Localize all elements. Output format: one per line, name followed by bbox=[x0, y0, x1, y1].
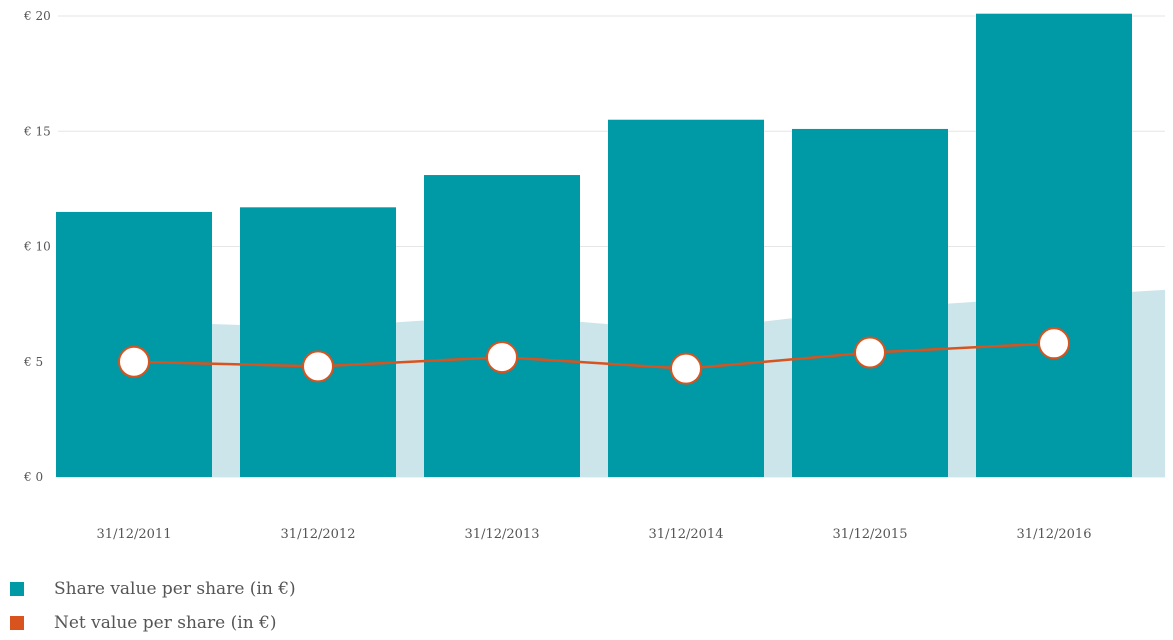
x-tick-label: 31/12/2011 bbox=[97, 527, 172, 542]
net-value-point bbox=[302, 350, 334, 383]
legend: Share value per share (in €) Net value p… bbox=[10, 572, 296, 640]
x-tick-label: 31/12/2016 bbox=[1017, 527, 1092, 542]
net-value-point bbox=[854, 336, 886, 369]
y-tick-label: € 5 bbox=[23, 355, 43, 369]
x-tick-label: 31/12/2012 bbox=[281, 527, 356, 542]
bar-share-value bbox=[240, 207, 396, 477]
bar-share-value bbox=[608, 119, 764, 477]
legend-swatch-net-value bbox=[10, 616, 24, 630]
bar-share-value bbox=[976, 13, 1132, 477]
y-tick-label: € 15 bbox=[23, 124, 51, 138]
bars bbox=[56, 13, 1132, 478]
legend-item-net-value[interactable]: Net value per share (in €) bbox=[10, 606, 296, 640]
legend-item-share-value[interactable]: Share value per share (in €) bbox=[10, 572, 296, 606]
x-tick-label: 31/12/2014 bbox=[649, 527, 724, 542]
net-value-line-path bbox=[133, 342, 1055, 370]
legend-label: Net value per share (in €) bbox=[54, 613, 277, 633]
y-axis-ticks: € 0 € 5 € 10 € 15 € 20 bbox=[23, 9, 51, 484]
bar-share-value bbox=[792, 128, 948, 477]
y-tick-label: € 0 bbox=[23, 470, 43, 484]
net-value-point bbox=[670, 352, 702, 385]
legend-swatch-share-value bbox=[10, 582, 24, 596]
net-value-point bbox=[1038, 327, 1070, 360]
legend-label: Share value per share (in €) bbox=[54, 579, 296, 599]
x-tick-label: 31/12/2015 bbox=[833, 527, 908, 542]
net-value-point bbox=[486, 341, 518, 374]
net-value-point bbox=[118, 345, 150, 378]
bar-share-value bbox=[424, 175, 580, 478]
y-tick-label: € 20 bbox=[23, 9, 51, 23]
x-tick-label: 31/12/2013 bbox=[465, 527, 540, 542]
chart: € 0€ 5€ 10€ 15€ 20 31/12/2011 31/12/2012 3… bbox=[23, 9, 1165, 542]
x-axis-ticks: 31/12/2011 31/12/2012 31/12/2013 31/12/2014… bbox=[97, 527, 1092, 542]
net-value-line bbox=[118, 327, 1070, 385]
bar-share-value bbox=[56, 211, 212, 478]
y-tick-label: € 10 bbox=[23, 240, 51, 254]
